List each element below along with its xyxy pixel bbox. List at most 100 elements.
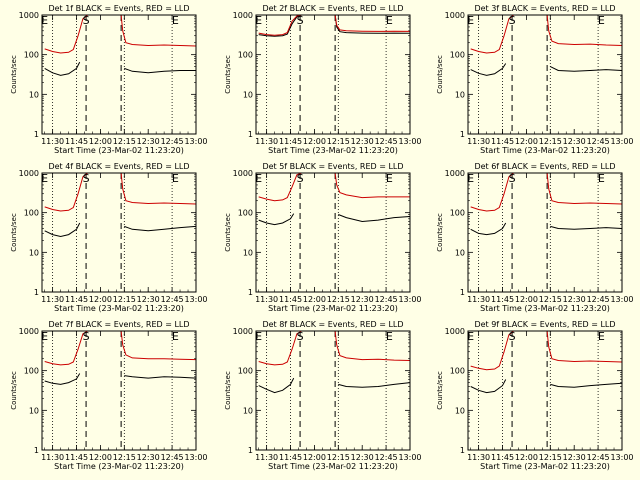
y-tick-label: 100: [450, 367, 465, 376]
y-tick-label: 100: [238, 367, 253, 376]
event-marker: S: [83, 330, 90, 343]
x-axis-label: Start Time (23-Mar-02 11:23:20): [268, 146, 398, 155]
panel-8: Det 8f BLACK = Events, RED = LLD 1 10 100 10…: [224, 320, 422, 471]
x-tick-label: 11:45: [65, 137, 88, 146]
series-events-line: [258, 213, 295, 226]
event-marker: E: [41, 330, 48, 343]
x-tick-label: 12:45: [587, 137, 610, 146]
x-tick-label: 12:45: [161, 453, 184, 462]
x-axis-label: Start Time (23-Mar-02 11:23:20): [54, 146, 184, 155]
y-tick-label: 1: [248, 288, 253, 297]
panel-4: Det 4f BLACK = Events, RED = LLD 1 10 100 10…: [10, 162, 208, 313]
series-events-line: [44, 373, 81, 385]
plot-frame: [255, 172, 411, 293]
x-tick-label: 12:00: [303, 453, 326, 462]
panel-title: Det 1f BLACK = Events, RED = LLD: [48, 4, 189, 13]
x-tick-label: 11:30: [41, 295, 64, 304]
series-events-line: [44, 61, 81, 76]
event-marker: S: [509, 172, 516, 185]
event-marker: S: [83, 14, 90, 27]
series-events-line: [258, 15, 410, 37]
series-lld-line: [258, 15, 410, 36]
event-marker: S: [297, 172, 304, 185]
plot-frame: [467, 172, 623, 293]
panel-title: Det 8f BLACK = Events, RED = LLD: [262, 320, 403, 329]
x-tick-label: 12:30: [563, 137, 586, 146]
x-tick-label: 12:15: [327, 295, 350, 304]
series-lld-line: [470, 331, 622, 371]
x-tick-label: 12:15: [113, 295, 136, 304]
x-tick-label: 11:45: [491, 137, 514, 146]
x-tick-label: 12:45: [587, 295, 610, 304]
series-events-line: [258, 377, 295, 394]
x-axis-label: Start Time (23-Mar-02 11:23:20): [268, 462, 398, 471]
y-tick-label: 10: [455, 406, 465, 415]
x-tick-label: 13:00: [398, 295, 421, 304]
panel-5: Det 5f BLACK = Events, RED = LLD 1 10 100 10…: [224, 162, 422, 313]
x-tick-label: 12:00: [89, 295, 112, 304]
event-marker: E: [467, 172, 474, 185]
x-tick-label: 11:30: [467, 137, 490, 146]
x-tick-label: 12:15: [539, 453, 562, 462]
panel-title: Det 4f BLACK = Events, RED = LLD: [48, 162, 189, 171]
x-tick-label: 11:30: [255, 295, 278, 304]
series-events-line: [550, 382, 622, 388]
series-events-line: [124, 67, 196, 74]
x-axis-label: Start Time (23-Mar-02 11:23:20): [268, 304, 398, 313]
x-tick-label: 12:30: [137, 137, 160, 146]
series-lld-line: [470, 173, 622, 212]
y-tick-label: 10: [243, 90, 253, 99]
y-tick-label: 1000: [445, 11, 465, 20]
event-marker: S: [297, 330, 304, 343]
y-tick-label: 100: [24, 367, 39, 376]
x-tick-label: 12:15: [539, 295, 562, 304]
x-axis-label: Start Time (23-Mar-02 11:23:20): [54, 462, 184, 471]
y-tick-label: 100: [450, 209, 465, 218]
event-marker: E: [172, 14, 179, 27]
y-tick-label: 10: [455, 90, 465, 99]
event-marker: E: [386, 14, 393, 27]
x-tick-label: 12:30: [351, 453, 374, 462]
x-tick-label: 11:45: [279, 295, 302, 304]
panel-9: Det 9f BLACK = Events, RED = LLD 1 10 100 10…: [436, 320, 634, 471]
event-marker: E: [386, 330, 393, 343]
x-tick-label: 12:00: [303, 137, 326, 146]
y-tick-label: 10: [29, 248, 39, 257]
plot-frame: [41, 172, 197, 293]
y-tick-label: 1: [460, 446, 465, 455]
y-tick-label: 100: [238, 51, 253, 60]
series-events-line: [470, 63, 507, 76]
event-marker: E: [386, 172, 393, 185]
panel-title: Det 7f BLACK = Events, RED = LLD: [48, 320, 189, 329]
x-tick-label: 13:00: [610, 295, 633, 304]
series-events-line: [338, 214, 410, 223]
y-tick-label: 1000: [233, 11, 253, 20]
series-events-line: [124, 225, 196, 232]
panel-3: Det 3f BLACK = Events, RED = LLD 1 10 100 10…: [436, 4, 634, 155]
y-axis-label: Counts/sec: [436, 371, 444, 410]
x-tick-label: 11:30: [467, 295, 490, 304]
event-marker: E: [41, 172, 48, 185]
y-axis-label: Counts/sec: [436, 213, 444, 252]
panel-title: Det 6f BLACK = Events, RED = LLD: [474, 162, 615, 171]
x-tick-label: 12:15: [327, 137, 350, 146]
x-tick-label: 12:00: [515, 453, 538, 462]
y-axis-label: Counts/sec: [436, 55, 444, 94]
series-events-line: [470, 379, 507, 394]
x-tick-label: 11:30: [41, 137, 64, 146]
y-tick-label: 10: [243, 406, 253, 415]
y-tick-label: 100: [238, 209, 253, 218]
x-axis-label: Start Time (23-Mar-02 11:23:20): [480, 146, 610, 155]
series-events-line: [338, 382, 410, 388]
event-marker: E: [172, 172, 179, 185]
y-tick-label: 1000: [445, 169, 465, 178]
x-tick-label: 13:00: [184, 453, 207, 462]
panel-title: Det 5f BLACK = Events, RED = LLD: [262, 162, 403, 171]
y-axis-label: Counts/sec: [224, 371, 232, 410]
x-tick-label: 11:45: [65, 453, 88, 462]
series-lld-line: [44, 331, 196, 366]
event-marker: E: [598, 330, 605, 343]
y-axis-label: Counts/sec: [224, 55, 232, 94]
panel-2: Det 2f BLACK = Events, RED = LLD 1 10 100 10…: [224, 4, 422, 155]
